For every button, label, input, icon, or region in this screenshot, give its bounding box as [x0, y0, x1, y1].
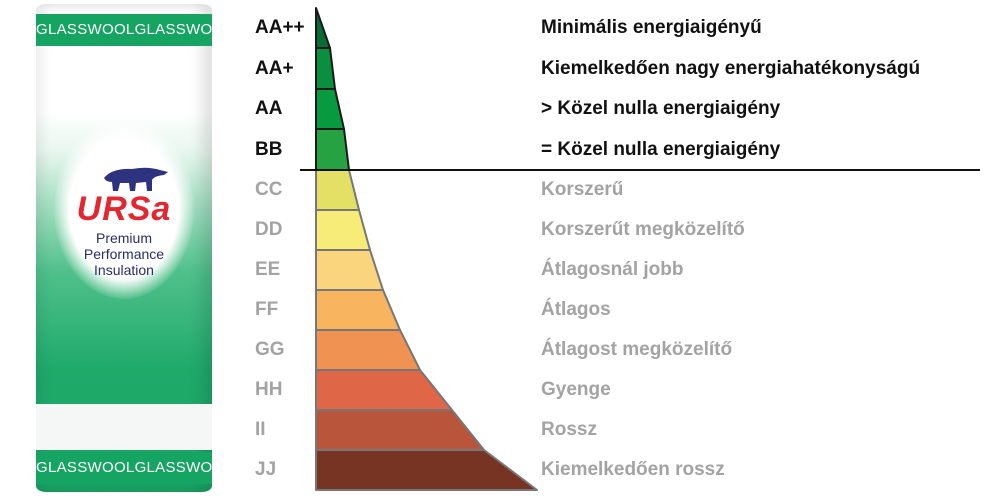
polar-bear-logo-icon: [104, 167, 168, 191]
rating-code: EE: [255, 259, 281, 280]
rating-band-cc: [315, 169, 360, 211]
dot-circle: [54, 119, 194, 299]
brand-logo: URSa: [76, 190, 172, 228]
rating-band-aa: [315, 88, 345, 130]
rating-description: Átlagosnál jobb: [541, 259, 684, 280]
rating-band-bb: [315, 128, 350, 171]
rating-code: AA+: [255, 57, 294, 79]
tagline: Insulation: [94, 262, 154, 278]
rating-description: Korszerű: [541, 179, 624, 200]
rating-code: AA: [255, 98, 283, 119]
rating-description: > Közel nulla energiaigény: [541, 98, 781, 119]
band-text: GLASSWOOL: [134, 459, 212, 476]
rating-description: Gyenge: [541, 379, 611, 400]
rating-band-hh: [315, 369, 453, 411]
rating-code: CC: [255, 179, 283, 200]
rating-description: Kiemelkedően rossz: [541, 459, 725, 480]
tagline: Performance: [83, 246, 165, 262]
rating-code: HH: [255, 379, 283, 400]
rating-code: GG: [255, 339, 285, 360]
rating-description: Kiemelkedően nagy energiahatékonyságú: [541, 57, 921, 79]
tagline: Premium: [95, 230, 152, 246]
rating-code: DD: [255, 219, 283, 240]
band-text: GLASSWOOL: [36, 21, 135, 38]
band-text: GLASSWOOL: [134, 21, 212, 38]
rating-band-dd: [315, 209, 371, 251]
rating-description: Rossz: [541, 419, 597, 440]
rating-code: JJ: [255, 459, 277, 480]
rating-description: Átlagos: [541, 299, 611, 320]
band-text: GLASSWOOL: [36, 459, 135, 476]
top-band: GLASSWOOLGLASSWOOL: [36, 14, 212, 46]
rating-band-ff: [315, 289, 401, 331]
product-image-glasswool-roll: GLASSWOOLGLASSWOOL URSa Premium Performa…: [36, 4, 212, 492]
rating-description: Minimális energiaigényű: [541, 17, 762, 38]
rating-band-aaplusplus: [315, 7, 331, 49]
rating-band-ii: [315, 409, 485, 451]
rating-code: AA++: [255, 17, 305, 38]
label-strip: [36, 404, 212, 450]
rating-band-gg: [315, 329, 421, 371]
rating-code: BB: [255, 138, 283, 160]
rating-band-jj: [315, 449, 538, 491]
bottom-band: GLASSWOOLGLASSWOOL: [36, 452, 212, 484]
rating-code: II: [255, 419, 266, 440]
rating-description: = Közel nulla energiaigény: [541, 138, 781, 160]
rating-description: Átlagost megközelítő: [541, 339, 733, 360]
rating-band-ee: [315, 249, 384, 291]
rating-description: Korszerűt megközelítő: [541, 219, 745, 240]
rating-band-aaplus: [315, 47, 336, 90]
rating-code: FF: [255, 299, 279, 320]
